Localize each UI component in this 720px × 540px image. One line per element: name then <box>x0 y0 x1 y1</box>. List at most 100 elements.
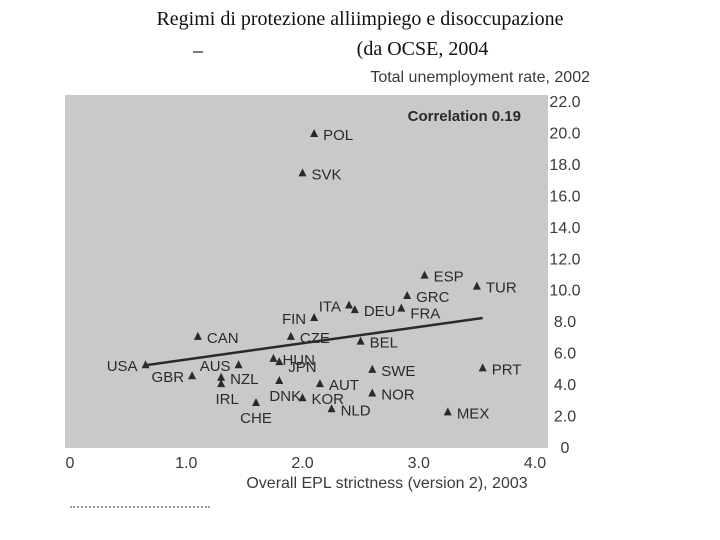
point-label: MEX <box>457 405 490 422</box>
x-tick-label: 3.0 <box>408 455 430 472</box>
point-label: ESP <box>434 269 464 286</box>
point-marker <box>298 393 307 402</box>
point-marker <box>478 363 487 372</box>
data-point-pol: POL <box>310 127 353 144</box>
y-tick-label: 18.0 <box>549 157 580 174</box>
point-marker <box>356 336 365 345</box>
data-point-bel: BEL <box>356 335 398 352</box>
point-label: GBR <box>152 369 185 386</box>
y-tick-label: 8.0 <box>554 314 576 331</box>
data-point-fin: FIN <box>282 311 319 328</box>
x-tick-label: 2.0 <box>291 455 313 472</box>
scan-artifact-bottom <box>70 506 210 510</box>
x-axis-label: Overall EPL strictness (version 2), 2003 <box>246 475 527 492</box>
point-label: KOR <box>312 391 345 408</box>
data-point-deu: DEU <box>350 303 396 320</box>
y-tick-label: 12.0 <box>549 251 580 268</box>
point-marker <box>420 270 429 279</box>
point-label: AUT <box>329 377 359 394</box>
data-point-jpn: JPN <box>275 357 317 376</box>
point-marker <box>217 379 226 388</box>
point-label: CAN <box>207 330 239 347</box>
point-label: PRT <box>492 361 522 378</box>
data-point-usa: USA <box>107 358 150 375</box>
point-marker <box>368 364 377 373</box>
y-tick-label: 16.0 <box>549 188 580 205</box>
data-point-svk: SVK <box>298 166 342 183</box>
data-point-nzl: NZL <box>217 371 258 388</box>
point-label: FRA <box>410 306 440 323</box>
point-marker <box>345 300 353 309</box>
y-tick-label: 22.0 <box>549 94 580 111</box>
point-label: IRL <box>215 391 238 408</box>
point-label: CHE <box>240 410 272 427</box>
data-point-grc: GRC <box>403 289 450 306</box>
point-label: CZE <box>300 330 330 347</box>
data-point-tur: TUR <box>472 280 517 297</box>
y-tick-label: 10.0 <box>549 283 580 300</box>
point-marker <box>193 331 202 340</box>
point-marker <box>275 357 284 366</box>
point-marker <box>350 305 359 314</box>
plot-panel <box>65 95 548 448</box>
point-marker <box>310 129 319 138</box>
point-marker <box>368 388 377 397</box>
data-point-kor: KOR <box>298 391 345 408</box>
point-label: AUS <box>200 358 231 375</box>
point-marker <box>217 372 226 381</box>
point-marker <box>269 353 278 362</box>
point-label: TUR <box>486 280 517 297</box>
x-tick-label: 0 <box>66 455 75 472</box>
point-marker <box>397 303 406 312</box>
point-label: HUN <box>282 352 315 369</box>
point-marker <box>141 360 150 369</box>
point-label: FIN <box>282 311 306 328</box>
data-point-che: CHE <box>240 397 272 427</box>
point-label: NOR <box>381 387 415 404</box>
point-marker <box>310 313 319 322</box>
data-point-nor: NOR <box>368 387 415 404</box>
y-tick-label: 2.0 <box>554 409 576 426</box>
point-label: DEU <box>364 303 396 320</box>
point-marker <box>327 404 336 413</box>
data-point-can: CAN <box>193 330 239 347</box>
correlation-label: Correlation 0.19 <box>408 108 521 125</box>
point-label: SWE <box>381 363 415 380</box>
point-label: DNK <box>269 388 301 405</box>
y-axis-label: Total unemployment rate, 2002 <box>370 69 590 86</box>
y-tick-label: 4.0 <box>554 377 576 394</box>
point-label: SVK <box>312 166 342 183</box>
y-tick-label: 20.0 <box>549 125 580 142</box>
point-marker <box>286 331 295 340</box>
data-point-fra: FRA <box>397 303 440 323</box>
data-point-cze: CZE <box>286 330 330 347</box>
point-marker <box>234 360 243 369</box>
data-point-irl: IRL <box>215 379 239 408</box>
point-label: USA <box>107 358 138 375</box>
data-point-aus: AUS <box>200 358 243 375</box>
point-marker <box>315 379 324 388</box>
data-point-hun: HUN <box>269 352 315 369</box>
point-label: NLD <box>341 402 371 419</box>
y-tick-label: 0 <box>561 440 570 457</box>
data-point-esp: ESP <box>420 269 464 286</box>
point-marker <box>443 407 452 416</box>
data-point-mex: MEX <box>443 405 490 422</box>
data-point-prt: PRT <box>478 361 522 378</box>
point-marker <box>188 371 197 380</box>
data-point-ita: ITA <box>319 298 353 315</box>
scan-artifact <box>193 51 203 53</box>
title-line-1: Regimi di protezione alliimpiego e disoc… <box>156 8 564 30</box>
data-point-nld: NLD <box>327 402 371 419</box>
data-point-aut: AUT <box>315 377 359 394</box>
point-label: JPN <box>288 359 316 376</box>
point-label: ITA <box>319 298 341 315</box>
point-marker <box>275 375 284 384</box>
y-tick-label: 6.0 <box>554 346 576 363</box>
point-label: POL <box>323 127 353 144</box>
title-line-2: (da OCSE, 2004 <box>356 38 489 60</box>
x-tick-label: 4.0 <box>524 455 546 472</box>
point-label: GRC <box>416 289 450 306</box>
page-title: Regimi di protezione alliimpiego e disoc… <box>0 4 720 64</box>
y-tick-label: 14.0 <box>549 220 580 237</box>
